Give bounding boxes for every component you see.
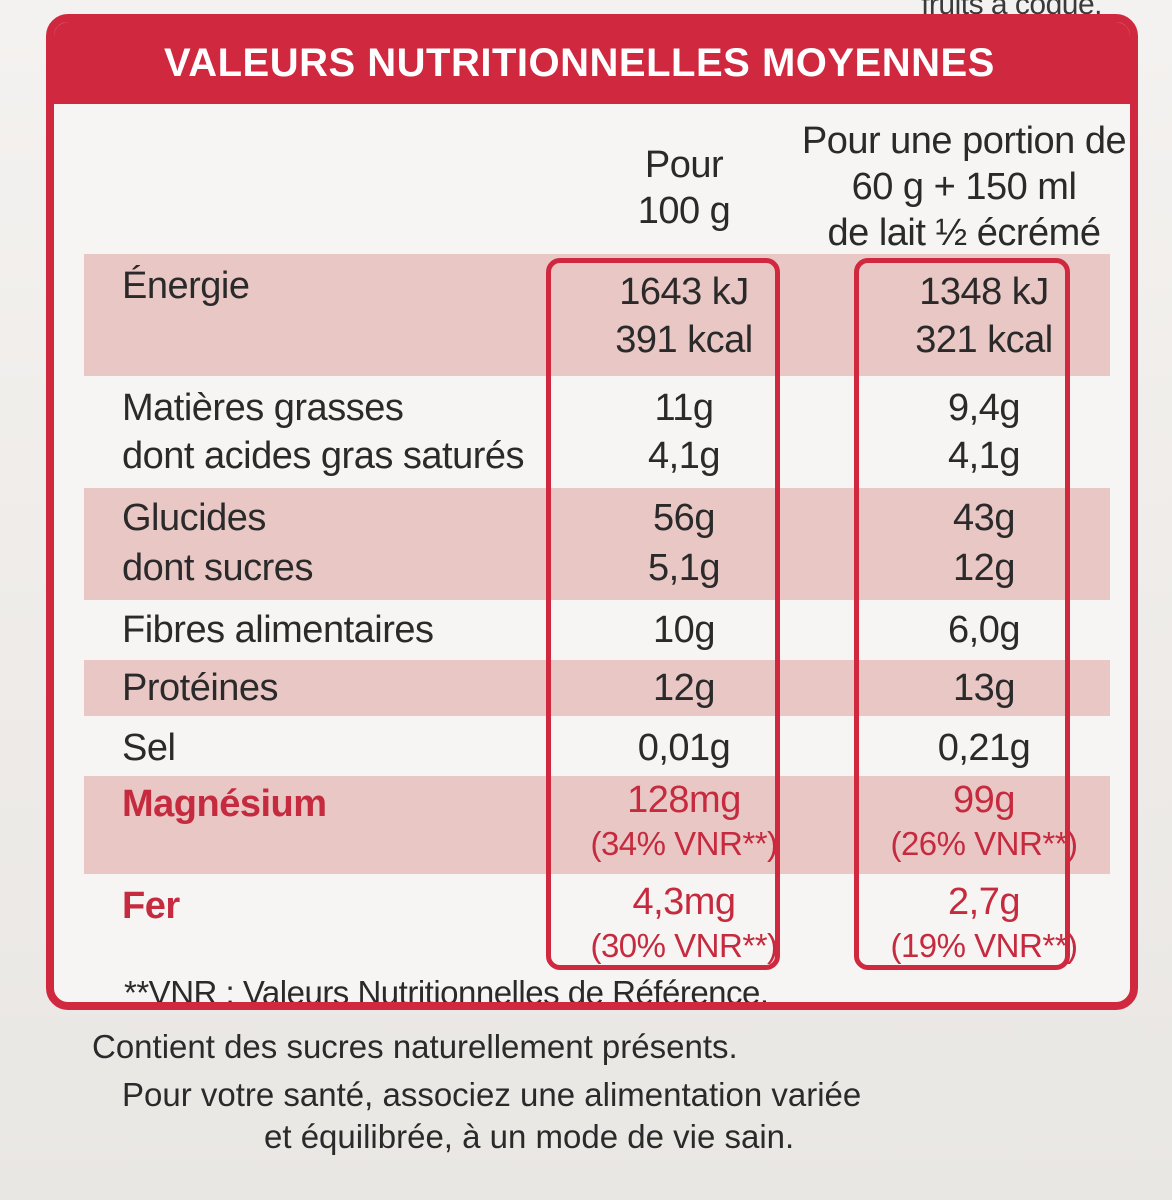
value-per-100g: 12g [653, 667, 715, 709]
column-header-line: de lait ½ écrémé [827, 212, 1101, 254]
nutrient-row-fat: Matières grasses 11g 9,4g [84, 380, 1110, 436]
value-line: 391 kcal [615, 319, 753, 361]
column-header-line: Pour [644, 144, 724, 186]
value-line: (19% VNR**) [890, 927, 1078, 964]
column-header-line: 60 g + 150 ml [851, 166, 1077, 208]
column-header-line: 100 g [637, 190, 731, 232]
value-per-100g: 128mg (34% VNR**) [564, 778, 804, 866]
nutrient-row-energy: Énergie 1643 kJ 391 kcal 1348 kJ 321 kca… [84, 254, 1110, 376]
value-per-100g: 5,1g [648, 547, 720, 589]
column-header-per-100g: Pour 100 g [564, 142, 804, 234]
value-per-100g: 11g [654, 387, 714, 429]
nutrient-row-iron: Fer 4,3mg (30% VNR**) 2,7g (19% VNR**) [84, 878, 1110, 976]
sugar-note: Contient des sucres naturellement présen… [92, 1028, 738, 1065]
value-per-100g: 56g [653, 497, 715, 539]
value-per-portion: 1348 kJ 321 kcal [874, 268, 1094, 364]
value-per-100g: 0,01g [637, 727, 731, 769]
value-line: 99g [953, 779, 1015, 821]
value-line: (30% VNR**) [590, 927, 778, 964]
value-per-100g: 1643 kJ 391 kcal [564, 268, 804, 364]
value-per-portion: 4,1g [948, 435, 1020, 477]
value-per-portion: 9,4g [948, 387, 1020, 429]
value-per-portion: 0,21g [937, 727, 1031, 769]
nutrient-label: Fer [122, 885, 180, 927]
nutrient-row-salt: Sel 0,01g 0,21g [84, 718, 1110, 774]
value-line: 1348 kJ [919, 271, 1049, 313]
nutrient-label: Glucides [122, 497, 266, 539]
nutrient-row-protein: Protéines 12g 13g [84, 660, 1110, 716]
nutrient-label: Fibres alimentaires [122, 609, 434, 651]
health-advice-line-2: et équilibrée, à un mode de vie sain. [264, 1118, 795, 1155]
value-per-100g: 4,1g [648, 435, 720, 477]
column-header-portion: Pour une portion de 60 g + 150 ml de lai… [794, 118, 1130, 256]
nutrient-label: Sel [122, 727, 176, 769]
nutrient-label: Énergie [122, 265, 250, 307]
value-per-portion: 2,7g (19% VNR**) [874, 880, 1094, 968]
value-per-portion: 12g [953, 547, 1015, 589]
nutrition-facts-panel: VALEURS NUTRITIONNELLES MOYENNES Pour 10… [46, 14, 1138, 1010]
value-per-portion: 6,0g [948, 609, 1020, 651]
value-line: 128mg [627, 779, 741, 821]
nutrient-label: Matières grasses [122, 387, 404, 429]
health-advice-line-1: Pour votre santé, associez une alimentat… [122, 1076, 862, 1113]
value-per-100g: 10g [653, 609, 715, 651]
nutrient-row-saturated-fat: dont acides gras saturés 4,1g 4,1g [84, 432, 1110, 488]
value-per-portion: 13g [953, 667, 1015, 709]
value-line: 321 kcal [915, 319, 1053, 361]
nutrient-label-sugars: dont sucres [122, 547, 313, 589]
nutrient-row-carbohydrates: Glucides 56g 43g dont sucres 5,1g 12g [84, 488, 1110, 600]
nutrient-row-fibre: Fibres alimentaires 10g 6,0g [84, 602, 1110, 658]
value-line: 1643 kJ [619, 271, 749, 313]
value-line: 4,3mg [632, 881, 736, 923]
value-per-portion: 43g [953, 497, 1015, 539]
nutrient-label: Magnésium [122, 783, 327, 825]
nutrient-row-magnesium: Magnésium 128mg (34% VNR**) 99g (26% VNR… [84, 776, 1110, 874]
value-line: (34% VNR**) [590, 825, 778, 862]
value-per-100g: 4,3mg (30% VNR**) [564, 880, 804, 968]
value-per-portion: 99g (26% VNR**) [874, 778, 1094, 866]
nutrient-label: Protéines [122, 667, 279, 709]
panel-title: VALEURS NUTRITIONNELLES MOYENNES [54, 22, 1130, 104]
value-line: (26% VNR**) [890, 825, 1078, 862]
value-line: 2,7g [948, 881, 1020, 923]
vnr-footnote: **VNR : Valeurs Nutritionnelles de Référ… [124, 974, 769, 1010]
column-header-line: Pour une portion de [801, 120, 1127, 162]
nutrient-label: dont acides gras saturés [122, 435, 525, 477]
